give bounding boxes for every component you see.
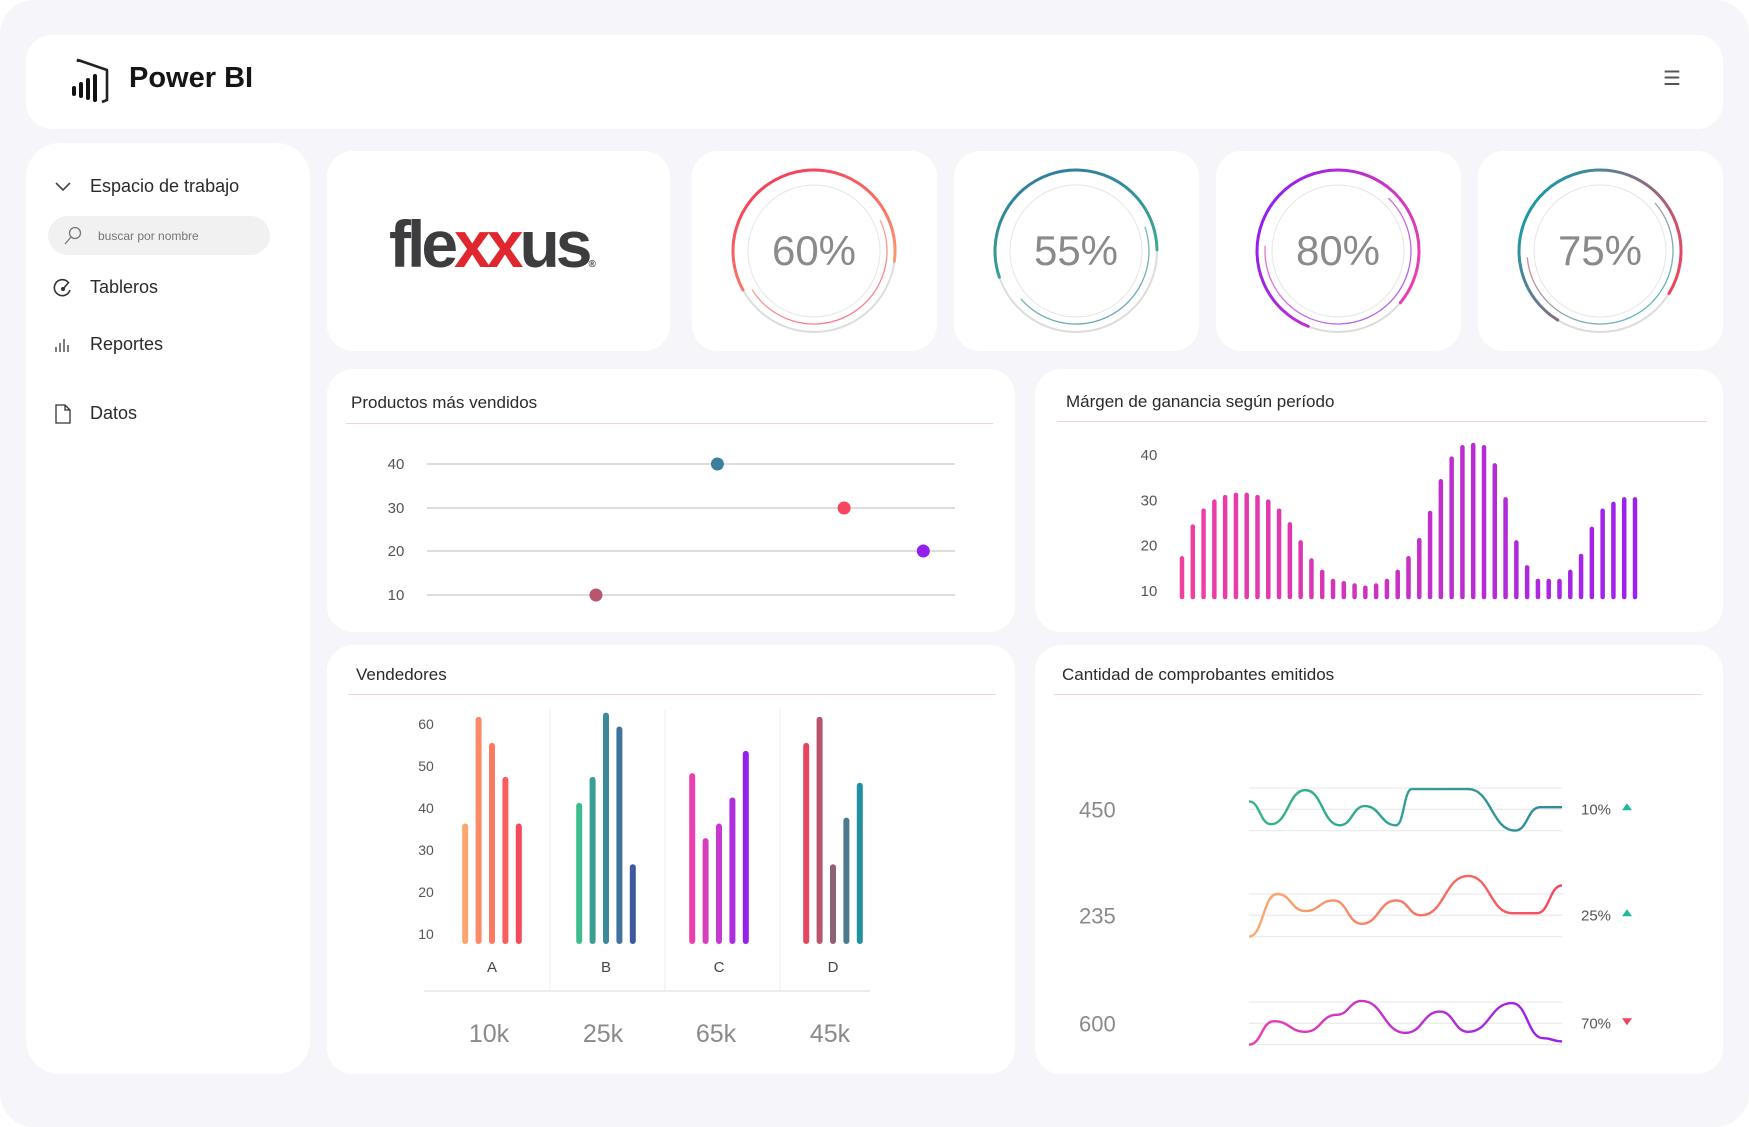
y-tick-label: 20 [388, 543, 405, 560]
series-change: 25% [1581, 907, 1611, 924]
y-tick-label: 50 [418, 758, 434, 774]
search-box[interactable] [48, 216, 270, 255]
card-title: Márgen de ganancia según período [1066, 392, 1335, 411]
sparkline [1248, 999, 1563, 1046]
gauge-ring: 80% [1255, 168, 1421, 334]
y-tick-label: 10 [388, 587, 405, 604]
sidebar-item-datos[interactable]: Datos [52, 403, 137, 424]
y-tick-label: 40 [1141, 447, 1158, 464]
y-tick-label: 10 [418, 926, 434, 942]
gauge-inner-arc [1264, 177, 1412, 325]
sidebar-item-tableros[interactable]: Tableros [52, 277, 158, 298]
gauge-arc [993, 168, 1159, 334]
y-tick-label: 60 [418, 716, 434, 732]
series-total: 235 [1079, 903, 1116, 928]
margen-chart: 10 20 30 40 [1141, 442, 1638, 600]
gauge-inner-ring [747, 184, 881, 318]
top-header: Power BI ☰ [26, 35, 1723, 129]
sparkline [1248, 874, 1563, 938]
series-change: 70% [1581, 1015, 1611, 1032]
card-title: Vendedores [356, 665, 447, 684]
series-total: 600 [1079, 1011, 1116, 1036]
group-total: 45k [810, 1020, 851, 1048]
gauge-arc [1517, 168, 1683, 334]
slider-handle [589, 588, 603, 602]
group-total: 10k [469, 1020, 510, 1048]
y-tick-label: 10 [1141, 583, 1158, 600]
y-tick-label: 40 [388, 456, 405, 473]
gauge-value: 60% [772, 227, 856, 274]
card-title: Cantidad de comprobantes emitidos [1062, 665, 1335, 684]
y-tick-label: 30 [418, 842, 434, 858]
productos-card: Productos más vendidos 40 30 20 10 [327, 369, 1015, 632]
group-total: 65k [696, 1020, 737, 1048]
gauge-inner-ring [1533, 184, 1667, 318]
series-total: 450 [1079, 797, 1116, 822]
divider [346, 423, 993, 424]
gauge-card: 55% [954, 151, 1199, 351]
category-label: D [828, 959, 839, 976]
sidebar-item-reportes[interactable]: Reportes [52, 334, 163, 355]
category-label: B [601, 959, 611, 976]
brand-logo-card: flexxus® [327, 151, 670, 351]
comprobantes-card: Cantidad de comprobantes emitidos 450 10%… [1035, 645, 1723, 1074]
gauge-card: 60% [692, 151, 937, 351]
divider [1054, 694, 1702, 695]
productos-chart: 40 30 20 10 [388, 456, 955, 604]
trend-up-icon [1622, 909, 1632, 917]
bar-chart-icon [52, 337, 74, 353]
trend-up-icon [1622, 803, 1632, 811]
gauge-icon [52, 278, 74, 298]
category-label: A [487, 959, 497, 976]
y-tick-label: 20 [1141, 538, 1158, 555]
category-label: C [714, 959, 725, 976]
gauge-inner-ring [1009, 184, 1143, 318]
vendedores-card: Vendedores 10 20 30 40 50 60 A 10k B 25k C 65k D 45k [327, 645, 1015, 1074]
series-change: 10% [1581, 801, 1611, 818]
hamburger-menu-icon[interactable]: ☰ [1663, 68, 1681, 90]
margen-card: Márgen de ganancia según período 10 20 30 4… [1035, 369, 1723, 632]
workspace-toggle[interactable]: Espacio de trabajo [52, 176, 239, 197]
card-title: Productos más vendidos [351, 393, 538, 412]
gauge-inner-arc [740, 177, 888, 325]
slider-handle [710, 457, 724, 471]
sidebar-item-label: Tableros [90, 277, 159, 297]
y-tick-label: 30 [388, 500, 405, 517]
gauge-ring: 55% [993, 168, 1159, 334]
sidebar-item-label: Reportes [90, 334, 164, 354]
gauge-card: 75% [1478, 151, 1723, 351]
gauge-value: 55% [1034, 227, 1118, 274]
group-total: 25k [583, 1020, 624, 1048]
slider-handle [916, 544, 930, 558]
y-tick-label: 40 [418, 800, 434, 816]
sparkline [1248, 787, 1562, 832]
y-tick-label: 20 [418, 884, 434, 900]
vendedores-chart: 10 20 30 40 50 60 A 10k B 25k C 65k D 45k [418, 709, 870, 1048]
gauge-ring: 75% [1517, 168, 1683, 334]
file-icon [52, 403, 74, 424]
gauge-value: 80% [1296, 227, 1380, 274]
chevron-down-icon [52, 181, 74, 192]
search-input[interactable] [96, 227, 260, 244]
sidebar-item-label: Datos [90, 403, 138, 423]
sidebar: Espacio de trabajo Tableros Reportes Dat… [26, 143, 310, 1074]
gauge-ring: 60% [731, 168, 897, 334]
trend-down-icon [1622, 1018, 1632, 1026]
gauge-value: 75% [1558, 227, 1642, 274]
gauge-arc [731, 168, 897, 334]
divider [348, 694, 996, 695]
y-tick-label: 30 [1141, 492, 1158, 509]
divider [1057, 421, 1707, 422]
workspace-label: Espacio de trabajo [90, 176, 240, 196]
app-title: Power BI [129, 62, 254, 94]
gauge-card: 80% [1216, 151, 1461, 351]
slider-handle [837, 501, 851, 515]
power-bi-logo-icon [72, 58, 109, 104]
gauge-inner-ring [1271, 184, 1405, 318]
gauge-arc [1255, 168, 1421, 334]
search-icon [64, 226, 82, 244]
flexxus-logo: flexxus® [389, 207, 596, 281]
